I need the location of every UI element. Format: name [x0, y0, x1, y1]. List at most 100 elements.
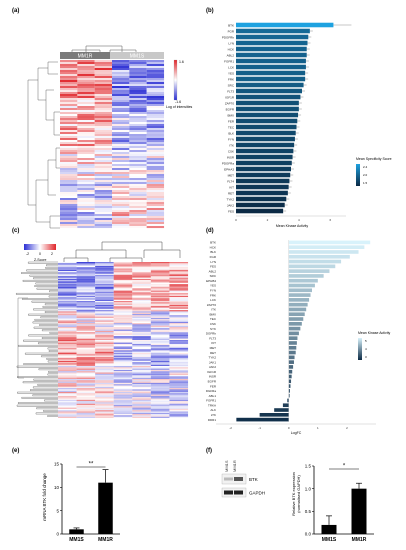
heatmap-cell	[132, 310, 151, 312]
heatmap-cell	[169, 288, 189, 290]
heatmap-cell	[60, 226, 78, 229]
blot-lane-label-mm1r: MM1R	[232, 460, 237, 472]
category-label: YES	[210, 284, 216, 288]
heatmap-cell	[95, 299, 114, 302]
heatmap-cell	[60, 184, 78, 187]
heatmap-cell	[113, 263, 133, 265]
heatmap-cell	[60, 140, 78, 143]
heatmap-cell	[94, 212, 113, 215]
heatmap-cell	[113, 412, 133, 415]
heatmap-cell	[60, 142, 78, 145]
blot-gapdh-band-mm1s	[224, 490, 233, 495]
heatmap-cell	[94, 214, 113, 217]
heatmap-cell	[77, 142, 95, 145]
heatmap-cell	[76, 327, 96, 329]
heatmap-cell	[132, 341, 151, 343]
bar	[288, 283, 315, 288]
heatmap-cell	[76, 384, 96, 386]
bar	[236, 148, 294, 154]
heatmap-cell	[169, 367, 189, 369]
heatmap-cell	[94, 226, 113, 229]
bar	[288, 269, 330, 273]
heatmap-cell	[169, 366, 189, 368]
heatmap-cell	[169, 285, 189, 287]
heatmap-cell	[132, 315, 151, 317]
heatmap-cell	[77, 70, 95, 73]
heatmap-cell	[132, 402, 151, 404]
heatmap-cell	[95, 304, 114, 307]
heatmap-cell	[113, 333, 133, 335]
heatmap-cell	[76, 353, 96, 355]
heatmap-cell	[58, 402, 77, 404]
heatmap-cell	[150, 377, 170, 380]
heatmap-cell	[129, 124, 147, 127]
heatmap-cell	[112, 122, 130, 125]
heatmap-cell	[112, 100, 130, 103]
heatmap-cell	[169, 392, 189, 394]
heatmap-cell	[169, 304, 189, 307]
heatmap-cell	[169, 273, 189, 276]
category-label: MM1R	[352, 537, 367, 543]
heatmap-cell	[132, 414, 151, 416]
heatmap-cell	[150, 364, 170, 367]
heatmap-cell	[150, 410, 170, 412]
heatmap-cell	[58, 382, 77, 385]
heatmap-cell	[129, 206, 147, 209]
heatmap-cell	[113, 272, 133, 274]
heatmap-cell	[77, 64, 95, 67]
panel-f-ylabel-line2: (normalised GAPDH)	[296, 475, 301, 513]
heatmap-cell	[169, 307, 189, 309]
heatmap-cell	[60, 122, 78, 125]
heatmap-cell	[77, 188, 95, 191]
panel-b-colorbar	[356, 164, 360, 186]
heatmap-cell	[58, 346, 77, 348]
heatmap-cell	[58, 288, 77, 290]
heatmap-cell	[150, 366, 170, 368]
heatmap-cell	[132, 415, 151, 417]
heatmap-cell	[58, 317, 77, 320]
heatmap-cell	[76, 328, 96, 330]
heatmap-cell	[132, 275, 151, 277]
heatmap-cell	[95, 343, 114, 346]
heatmap-cell	[169, 267, 189, 269]
heatmap-cell	[146, 108, 165, 111]
category-label: JAK2	[227, 204, 235, 208]
significance-marker: *	[343, 464, 346, 470]
bar	[236, 208, 284, 214]
dendrogram-branch	[35, 412, 58, 415]
panel-b-bars: BTKFGRPDGFRbLYNHCKABL2FGFR1LCKYESFRKSRCF…	[222, 22, 352, 214]
category-label: PDGFRb	[206, 332, 216, 336]
bar	[288, 250, 359, 254]
heatmap-cell	[150, 343, 170, 346]
heatmap-cell	[169, 379, 189, 381]
heatmap-cell	[112, 180, 130, 183]
heatmap-cell	[113, 346, 133, 348]
heatmap-cell	[94, 220, 113, 223]
heatmap-cell	[150, 291, 170, 294]
heatmap-cell	[132, 390, 151, 393]
category-label: LCK	[210, 298, 216, 302]
heatmap-cell	[132, 299, 151, 302]
heatmap-cell	[77, 222, 95, 225]
heatmap-cell	[169, 388, 189, 390]
heatmap-cell	[150, 411, 170, 413]
heatmap-cell	[112, 104, 130, 107]
blot-label-gapdh: GAPDH	[249, 491, 265, 496]
heatmap-cell	[94, 186, 113, 189]
heatmap-cell	[169, 272, 189, 274]
heatmap-cell	[129, 208, 147, 211]
heatmap-cell	[76, 269, 96, 272]
heatmap-cell	[169, 363, 189, 365]
heatmap-cell	[169, 353, 189, 355]
heatmap-cell	[150, 330, 170, 333]
heatmap-cell	[77, 170, 95, 173]
heatmap-cell	[58, 312, 77, 315]
heatmap-cell	[113, 408, 133, 411]
heatmap-cell	[113, 327, 133, 329]
heatmap-cell	[150, 401, 170, 403]
heatmap-cell	[132, 276, 151, 278]
heatmap-cell	[76, 271, 96, 273]
heatmap-cell	[113, 276, 133, 278]
heatmap-cell	[150, 312, 170, 315]
panel-f-blot: MM1S MM1R BTK GAPDH	[221, 460, 265, 498]
